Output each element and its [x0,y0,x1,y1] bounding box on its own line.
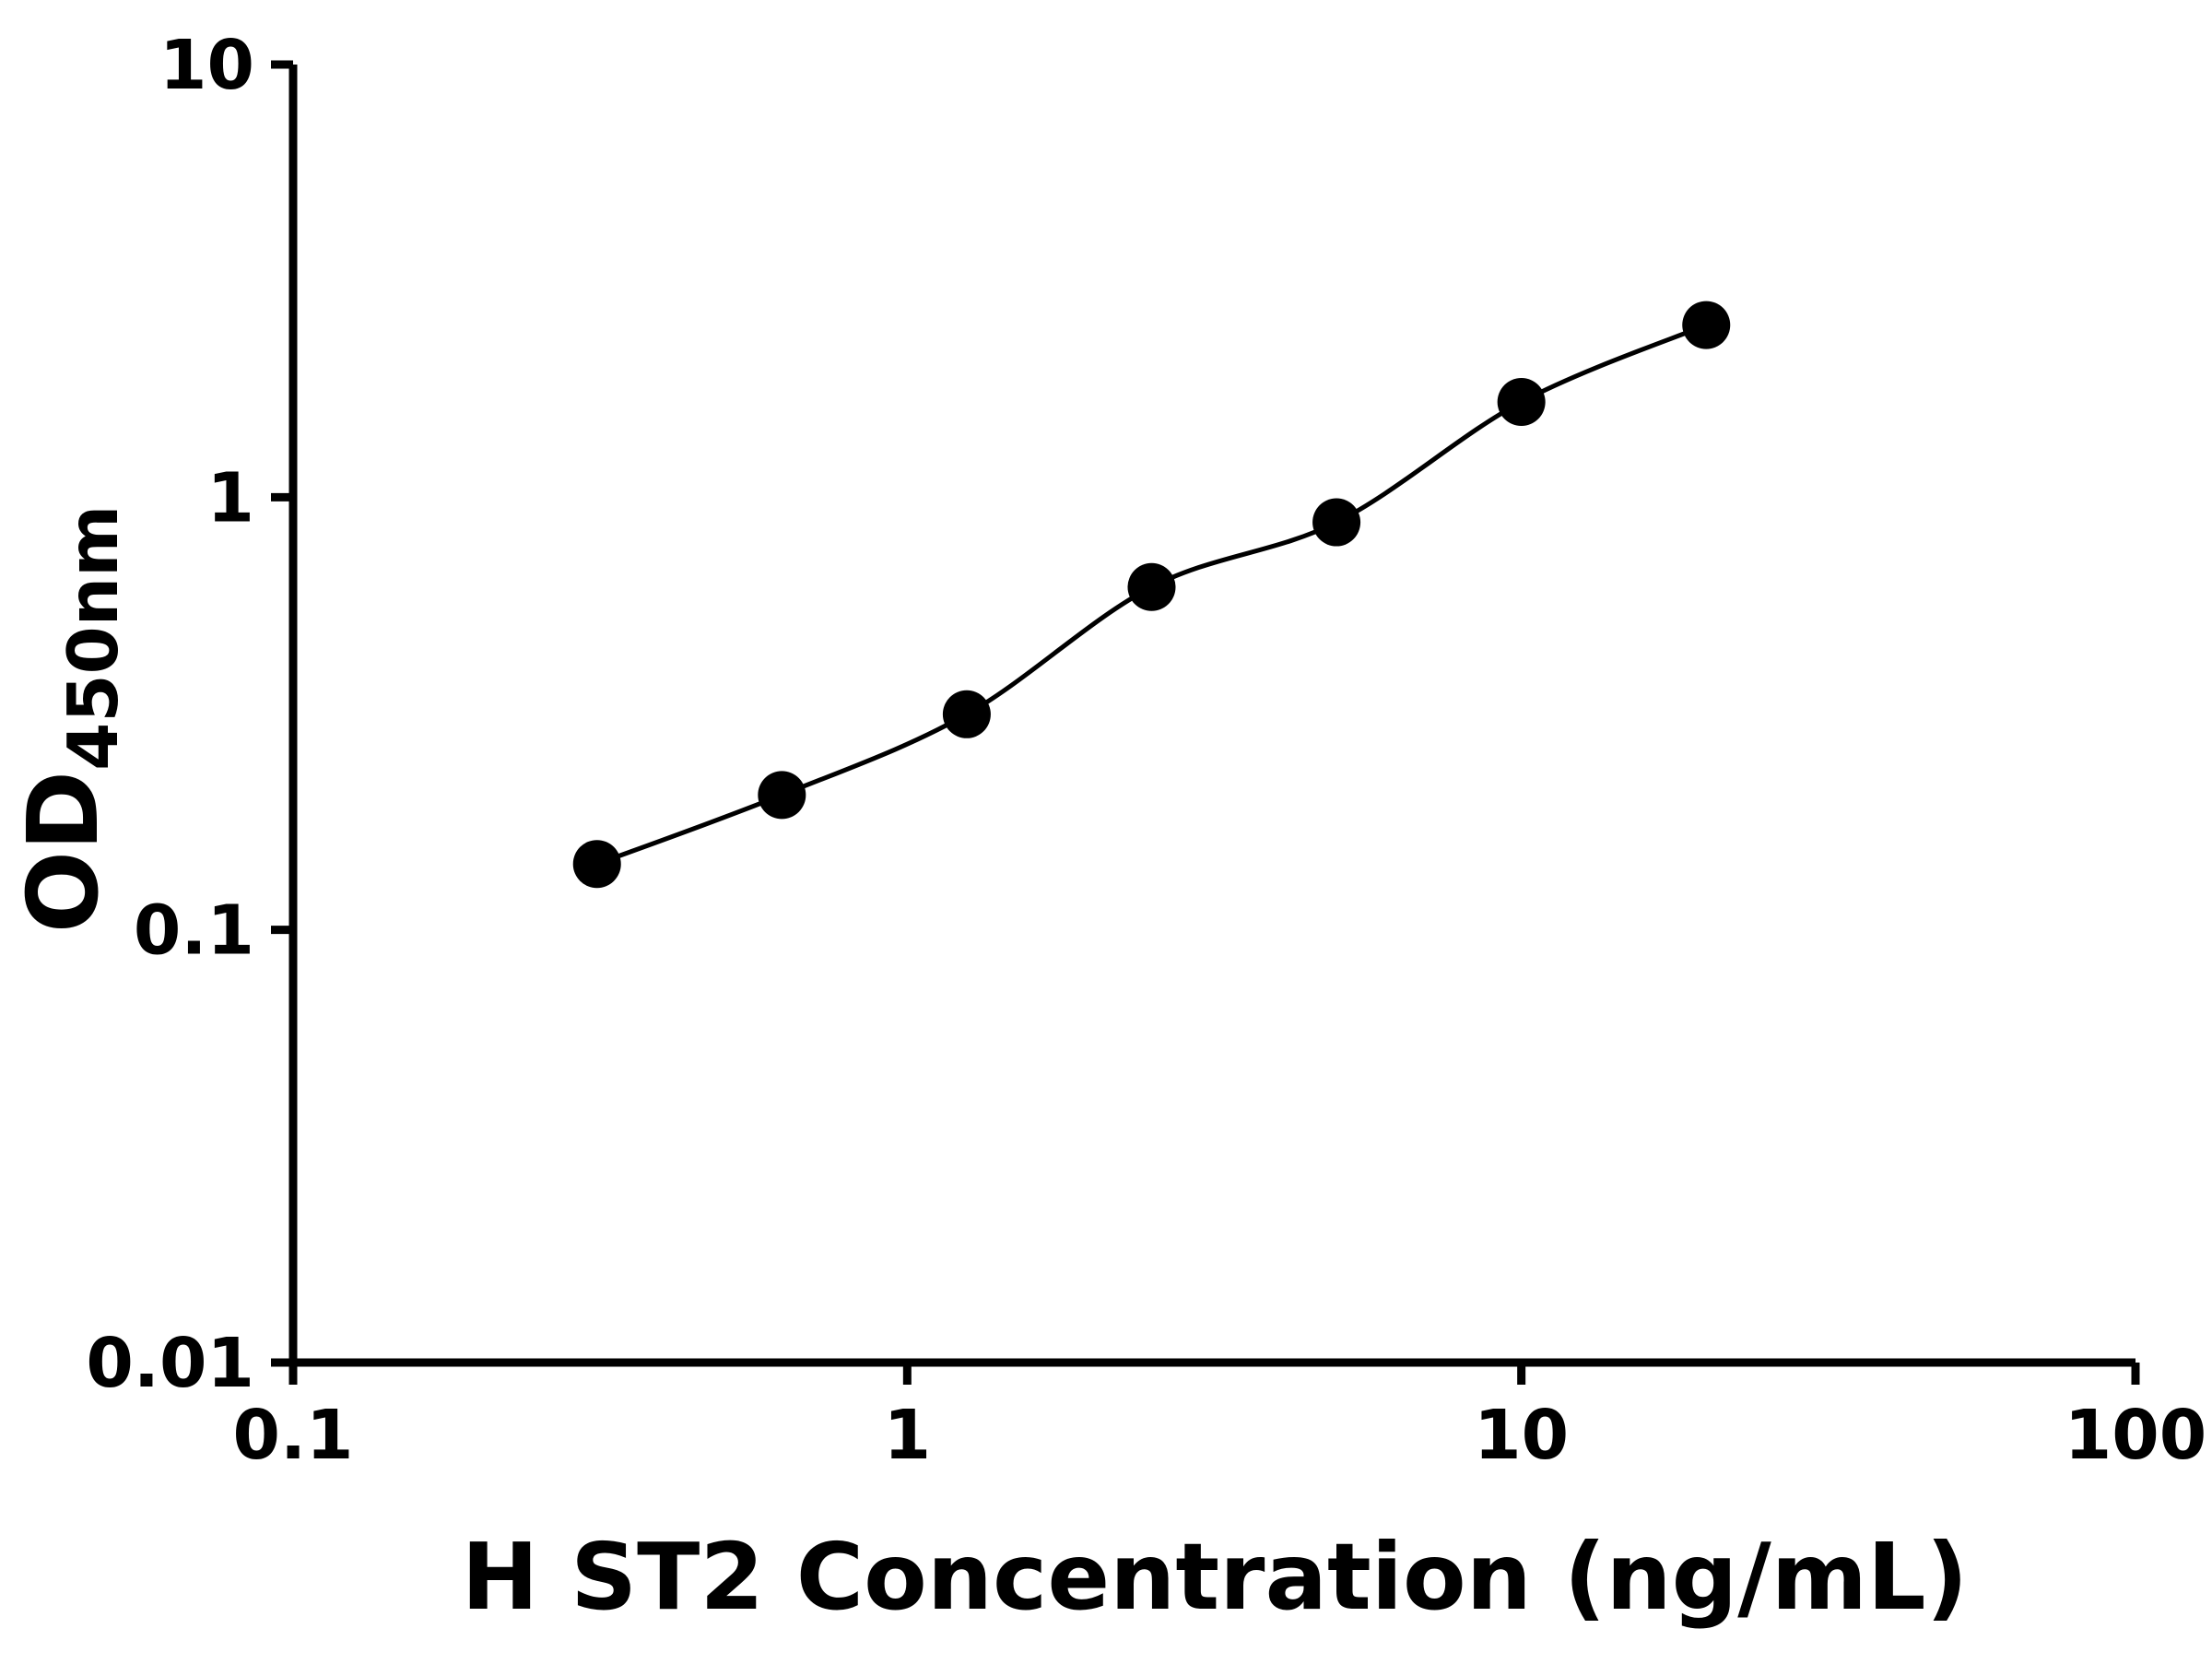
y-axis-tick-label: 10 [159,26,254,105]
x-axis-tick-label: 1 [884,1396,932,1475]
x-axis-title: H ST2 Concentration (ng/mL) [462,1523,1969,1631]
x-axis-tick-label: 10 [1474,1396,1569,1475]
data-point-marker [1312,498,1361,547]
y-axis-tick-label: 0.1 [134,891,254,971]
x-axis-tick-label: 100 [2065,1396,2206,1475]
data-point-marker [1127,562,1176,611]
y-axis-tick-label: 0.01 [86,1324,254,1403]
data-point-marker [942,690,991,738]
x-axis-tick-label: 0.1 [232,1396,353,1475]
data-point-marker [1497,378,1546,427]
y-axis-tick-label: 1 [207,458,255,537]
data-point-marker [572,840,621,889]
y-axis-title-main: OD [7,771,120,933]
data-point-marker [758,771,806,820]
y-axis-title-subscript: 450nm [53,505,134,771]
data-point-marker [1682,301,1731,349]
y-axis-title: OD450nm [7,505,134,934]
